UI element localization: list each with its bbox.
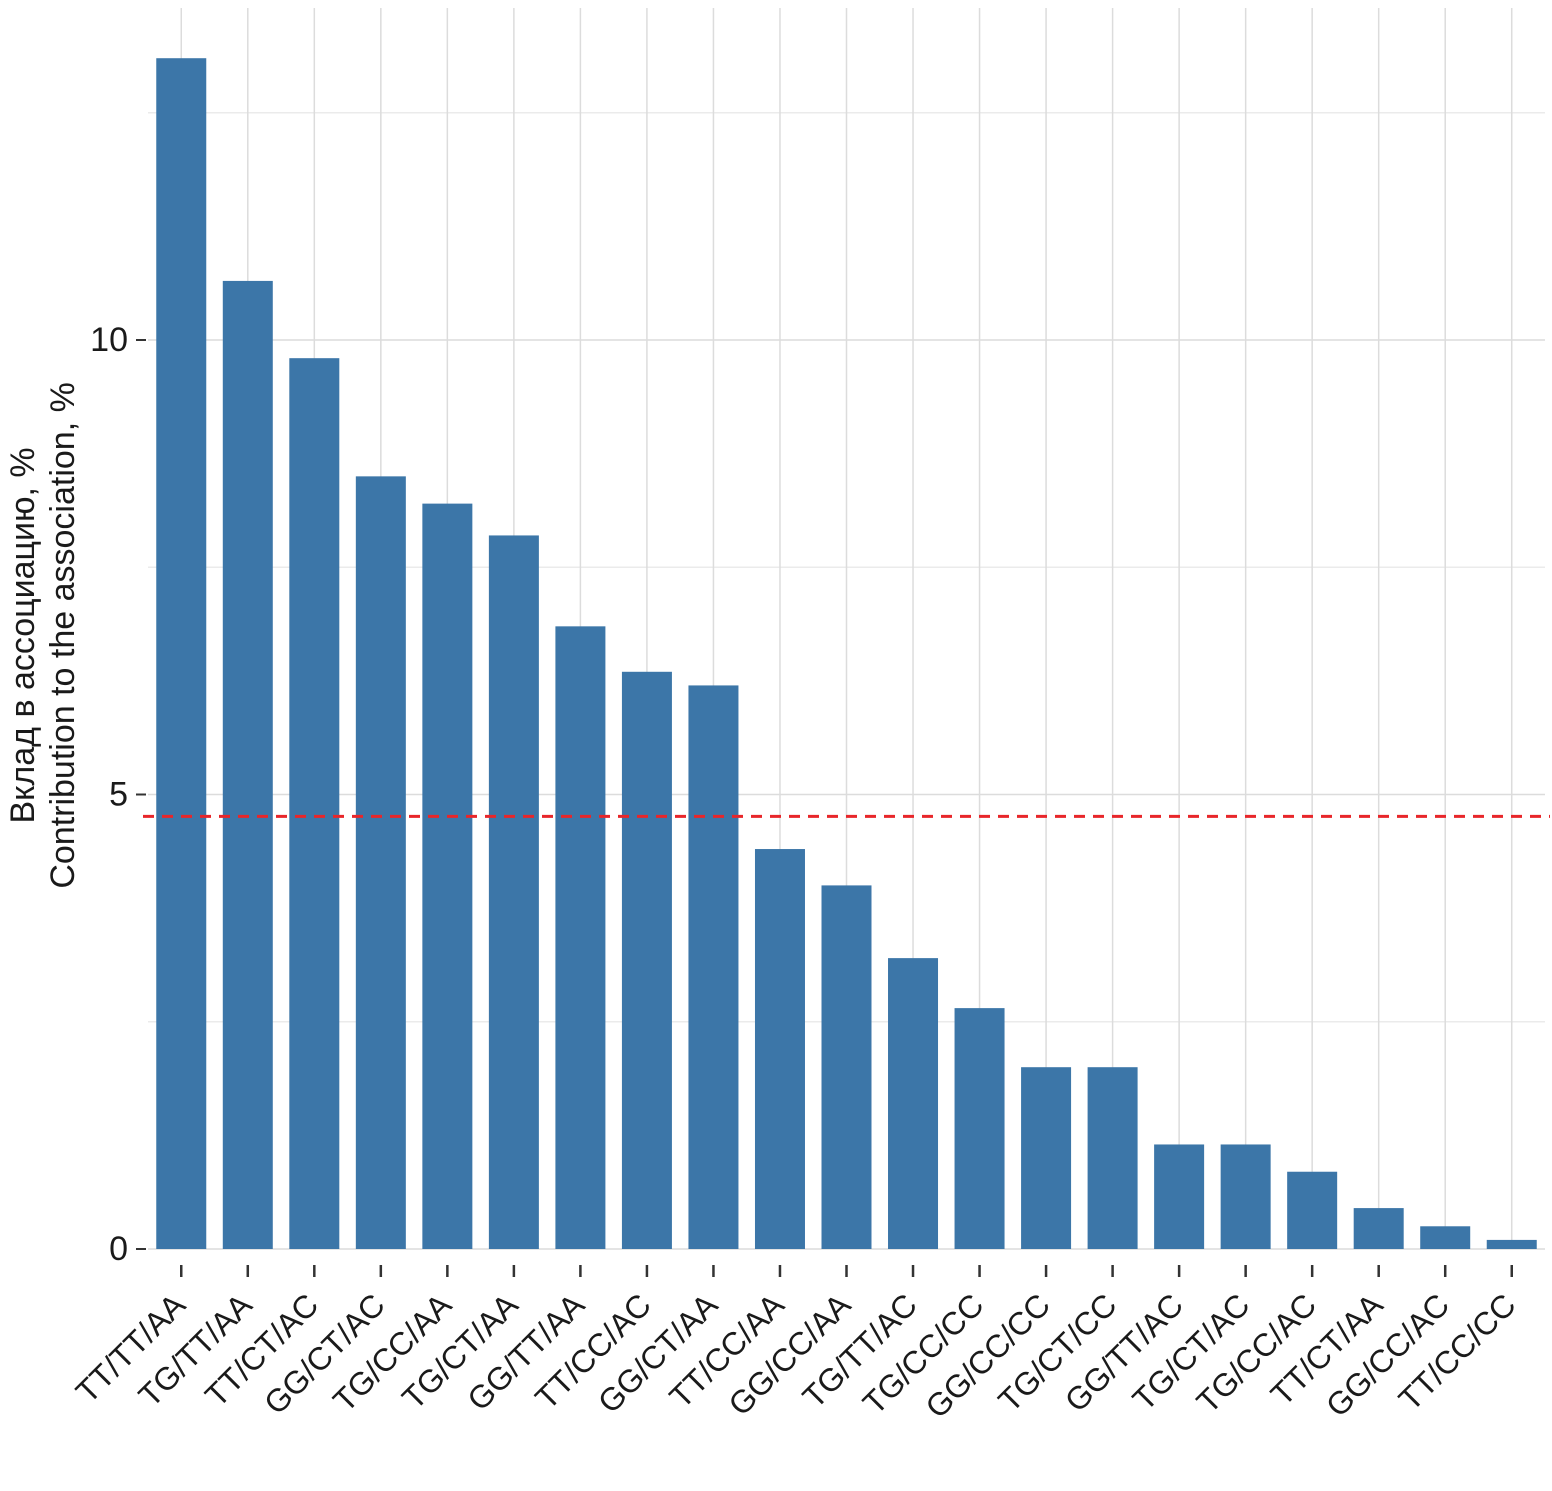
bar-TG-CT-AC: [1220, 1144, 1271, 1249]
bars: [156, 58, 1537, 1250]
bar-GG-CC-AC: [1420, 1226, 1471, 1249]
y-tick-label: 5: [109, 776, 128, 814]
y-axis-title-en: Contribution to the association, %: [44, 382, 82, 889]
bar-TG-CC-CC: [954, 1008, 1005, 1249]
y-axis: 0 5 10: [90, 321, 146, 1268]
bar-GG-CC-AA: [821, 885, 872, 1249]
bar-GG-TT-AA: [555, 626, 606, 1249]
bar-TT-CT-AA: [1353, 1208, 1404, 1249]
bar-TT-TT-AA: [156, 58, 207, 1250]
bar-GG-CC-CC: [1021, 1067, 1072, 1249]
y-tick-label: 0: [109, 1230, 128, 1268]
y-axis-title-ru: Вклад в ассоциацию, %: [4, 447, 42, 823]
bar-TT-CT-AC: [289, 358, 340, 1249]
bar-GG-TT-AC: [1154, 1144, 1205, 1249]
bar-TG-CC-AC: [1287, 1171, 1338, 1249]
bar-TG-TT-AA: [222, 280, 273, 1249]
bar-TG-CT-AA: [488, 535, 539, 1249]
bar-TT-CC-AA: [754, 849, 805, 1249]
bar-TT-CC-CC: [1486, 1239, 1537, 1249]
bar-TG-CT-CC: [1087, 1067, 1138, 1249]
y-tick-label: 10: [90, 321, 128, 359]
bar-TG-CC-AA: [422, 503, 473, 1249]
bar-TT-CC-AC: [621, 671, 672, 1249]
bar-GG-CT-AC: [355, 476, 406, 1250]
bar-GG-CT-AA: [688, 685, 739, 1249]
bar-TG-TT-AC: [888, 958, 939, 1249]
x-axis: TT/TT/AATG/TT/AATT/CT/ACGG/CT/ACTG/CC/AA…: [69, 1265, 1523, 1425]
